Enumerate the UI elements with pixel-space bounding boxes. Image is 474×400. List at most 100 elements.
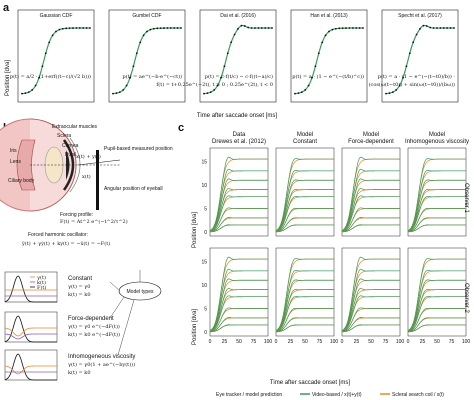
panel-a-data-point xyxy=(439,27,442,29)
series-video-based xyxy=(407,207,467,232)
panel-a-data-point xyxy=(237,27,239,30)
panel-c-axes xyxy=(407,247,467,337)
series-video-based xyxy=(275,258,334,331)
panel-a-data-point xyxy=(257,27,260,29)
panel-a-data-point xyxy=(55,30,57,33)
panel-a-data-point xyxy=(65,27,68,30)
legend-green-label: Video-based / x(t)+y(t) xyxy=(312,392,362,398)
series-video-based xyxy=(275,324,334,333)
panel-a-equation-2: (cos(ω(t−t0)) + sin(ω(t−t0))/(bω)) xyxy=(369,81,455,88)
panel-a-data-point xyxy=(391,91,394,94)
y-tick-label: 5 xyxy=(204,206,207,212)
panel-c-axes xyxy=(209,247,269,337)
panel-c-axes xyxy=(341,247,401,337)
x-tick-label: 100 xyxy=(462,339,471,345)
legend-title: Eye tracker / model prediction xyxy=(216,392,282,398)
panel-a-data-point xyxy=(132,65,135,68)
panel-a-data-point xyxy=(152,27,155,30)
series-video-based xyxy=(341,195,400,232)
panel-a-data-point xyxy=(304,89,307,91)
x-tick-label: 75 xyxy=(449,339,455,345)
panel-a-data-point xyxy=(27,91,30,94)
label-sclera: Sclera xyxy=(57,133,71,139)
x-tick-label: 100 xyxy=(396,339,405,345)
panel-a-data-point xyxy=(271,27,273,29)
series-video-based xyxy=(341,317,400,333)
label-ciliary: Ciliary body xyxy=(8,178,35,184)
panel-a-data-point xyxy=(203,92,205,95)
panel-a-data-point xyxy=(395,89,398,91)
panel-a-equation: p(t) = a · (1 − e^(−(t−t0)/b)) · xyxy=(378,73,456,80)
panel-a-data-point xyxy=(453,27,455,29)
panel-a-data-point xyxy=(345,27,347,29)
panel-a-data-point xyxy=(58,28,61,31)
series-video-based xyxy=(341,295,400,332)
series-video-based xyxy=(209,317,268,333)
case-plot-axes xyxy=(4,349,58,381)
panel-a-data-point xyxy=(398,84,401,87)
label-lens: Lens xyxy=(10,159,21,165)
series-video-based xyxy=(275,307,334,332)
panel-a-data-point xyxy=(209,91,212,94)
panel-a-data-point xyxy=(180,27,182,29)
y-tick-label: 15 xyxy=(201,259,207,265)
ciliary-shape xyxy=(16,139,36,191)
series-video-based xyxy=(275,279,334,332)
label-pupil: Pupil xyxy=(65,152,76,158)
case-force-curve xyxy=(4,315,57,343)
case-legend-label: k(t) xyxy=(37,279,46,286)
panel-a-data-point xyxy=(449,27,452,29)
panel-a-data-point xyxy=(362,27,364,29)
panel-a-data-point xyxy=(78,27,81,29)
series-video-based xyxy=(209,217,268,233)
series-video-based xyxy=(275,270,334,332)
series-video-based xyxy=(407,296,466,332)
panel-a-data-point xyxy=(176,27,179,29)
panel-a-data-point xyxy=(240,24,243,27)
panel-a-data-point xyxy=(206,92,209,95)
panel-a-data-point xyxy=(334,27,337,30)
panel-a-data-point xyxy=(142,34,145,37)
eye-labels: Extraocular muscles Sclera Iris Cornea L… xyxy=(8,124,173,247)
series-video-based xyxy=(341,268,400,332)
panel-c-axes xyxy=(275,147,335,237)
case-eq-2: k(t) = k0 xyxy=(68,369,91,376)
panel-a-data-point xyxy=(358,27,361,29)
panel-a-data-point xyxy=(129,76,131,79)
series-video-based xyxy=(341,278,400,332)
case-eq-1: γ(t) = γ0 e^(−dF(t)) xyxy=(68,323,120,330)
panel-a-axes xyxy=(381,9,459,103)
panel-a-data-point xyxy=(68,27,71,30)
series-video-based xyxy=(209,324,268,333)
x-tick-label: 0 xyxy=(275,339,278,345)
pupil-shape xyxy=(66,150,70,180)
row-label-observer-1: Observer 1 xyxy=(463,183,469,213)
panel-a-data-point xyxy=(351,27,354,29)
x-tick-label: 50 xyxy=(236,339,242,345)
panel-a-title: Dai et al. (2016) xyxy=(220,13,256,19)
panel-a-data-point xyxy=(432,27,435,29)
panel-a-data-point xyxy=(338,27,341,30)
forcing-title: Forcing profile: xyxy=(60,212,93,218)
case-k-line xyxy=(4,333,57,340)
panel-a-data-point xyxy=(422,24,425,27)
label-angular: Angular position of eyeball xyxy=(104,186,163,192)
panel-a-data-point xyxy=(169,27,172,29)
panel-a-data-point xyxy=(44,52,47,55)
series-video-based xyxy=(209,178,268,232)
panel-a-data-point xyxy=(31,89,34,91)
case-eq-1: γ(t) = γ0 xyxy=(68,283,90,290)
case-force-curve xyxy=(4,275,57,303)
panel-c-xlabel: Time after saccade onset [ms] xyxy=(270,380,350,386)
series-video-based xyxy=(341,188,400,232)
forcing-eq: F(t) = At^2 e^(−t^2/τ^2) xyxy=(60,218,128,225)
series-video-based xyxy=(407,196,466,232)
panel-a-axes xyxy=(108,9,186,103)
x-tick-label: 0 xyxy=(341,339,344,345)
panel-a-data-point xyxy=(331,28,334,31)
panel-c-axes xyxy=(407,147,467,237)
panel-a-equation: p(t) = a/2 · (1+erf((t−c)/(√2 b))) xyxy=(10,73,91,80)
panel-c-letter: c xyxy=(178,122,184,134)
row-label-observer-2: Observer 2 xyxy=(463,283,469,313)
